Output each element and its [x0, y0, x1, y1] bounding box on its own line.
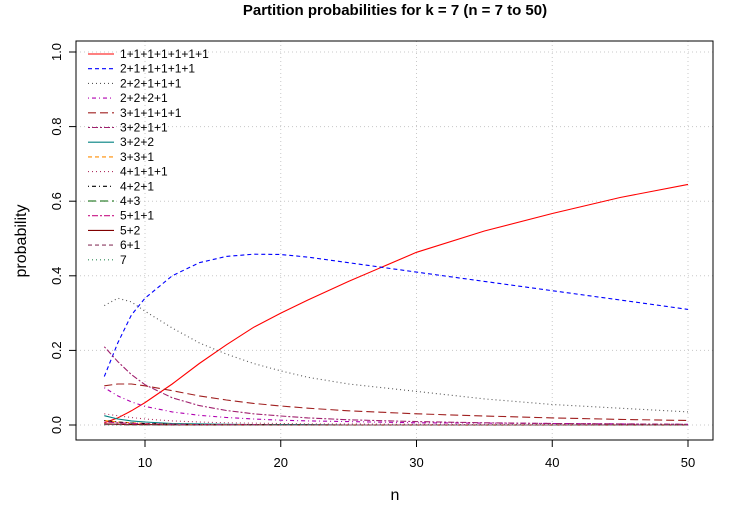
- legend-label: 2+2+1+1+1: [120, 76, 182, 90]
- legend-label: 2+2+2+1: [120, 91, 168, 105]
- x-tick-label: 50: [681, 455, 695, 470]
- series-lines: [103, 183, 689, 426]
- y-axis-label: probability: [13, 205, 30, 278]
- y-tick-label: 0.6: [49, 192, 64, 210]
- chart-title: Partition probabilities for k = 7 (n = 7…: [243, 2, 547, 19]
- legend: 1+1+1+1+1+1+12+1+1+1+1+12+2+1+1+12+2+2+1…: [88, 47, 209, 267]
- legend-label: 2+1+1+1+1+1: [120, 62, 195, 76]
- legend-label: 3+3+1: [120, 150, 154, 164]
- plot-frame: [75, 40, 714, 441]
- legend-label: 4+2+1: [120, 179, 154, 193]
- legend-label: 5+2: [120, 223, 141, 237]
- x-tick-label: 10: [138, 455, 152, 470]
- legend-label: 3+1+1+1+1: [120, 106, 182, 120]
- legend-label: 6+1: [120, 238, 141, 252]
- axes: 10 20 30 40 50 0.0 0.2 0.4 0.6 0.8 1.0: [49, 43, 695, 470]
- legend-label: 5+1+1: [120, 209, 154, 223]
- legend-label: 3+2+1+1: [120, 121, 168, 135]
- y-tick-label: 0.0: [49, 416, 64, 434]
- series-line: [103, 253, 689, 377]
- series-line: [104, 183, 689, 424]
- x-tick-label: 30: [409, 455, 423, 470]
- series-line: [104, 387, 689, 425]
- y-tick-label: 1.0: [49, 43, 64, 61]
- y-tick-label: 0.8: [49, 118, 64, 136]
- grid: [76, 41, 713, 440]
- x-tick-label: 20: [274, 455, 288, 470]
- x-tick-label: 40: [545, 455, 559, 470]
- x-axis-label: n: [391, 487, 400, 504]
- y-tick-label: 0.2: [49, 341, 64, 359]
- legend-label: 1+1+1+1+1+1+1: [120, 47, 209, 61]
- legend-label: 4+1+1+1: [120, 165, 168, 179]
- legend-label: 7: [120, 253, 127, 267]
- legend-label: 4+3: [120, 194, 141, 208]
- y-tick-label: 0.4: [49, 267, 64, 285]
- legend-label: 3+2+2: [120, 135, 154, 149]
